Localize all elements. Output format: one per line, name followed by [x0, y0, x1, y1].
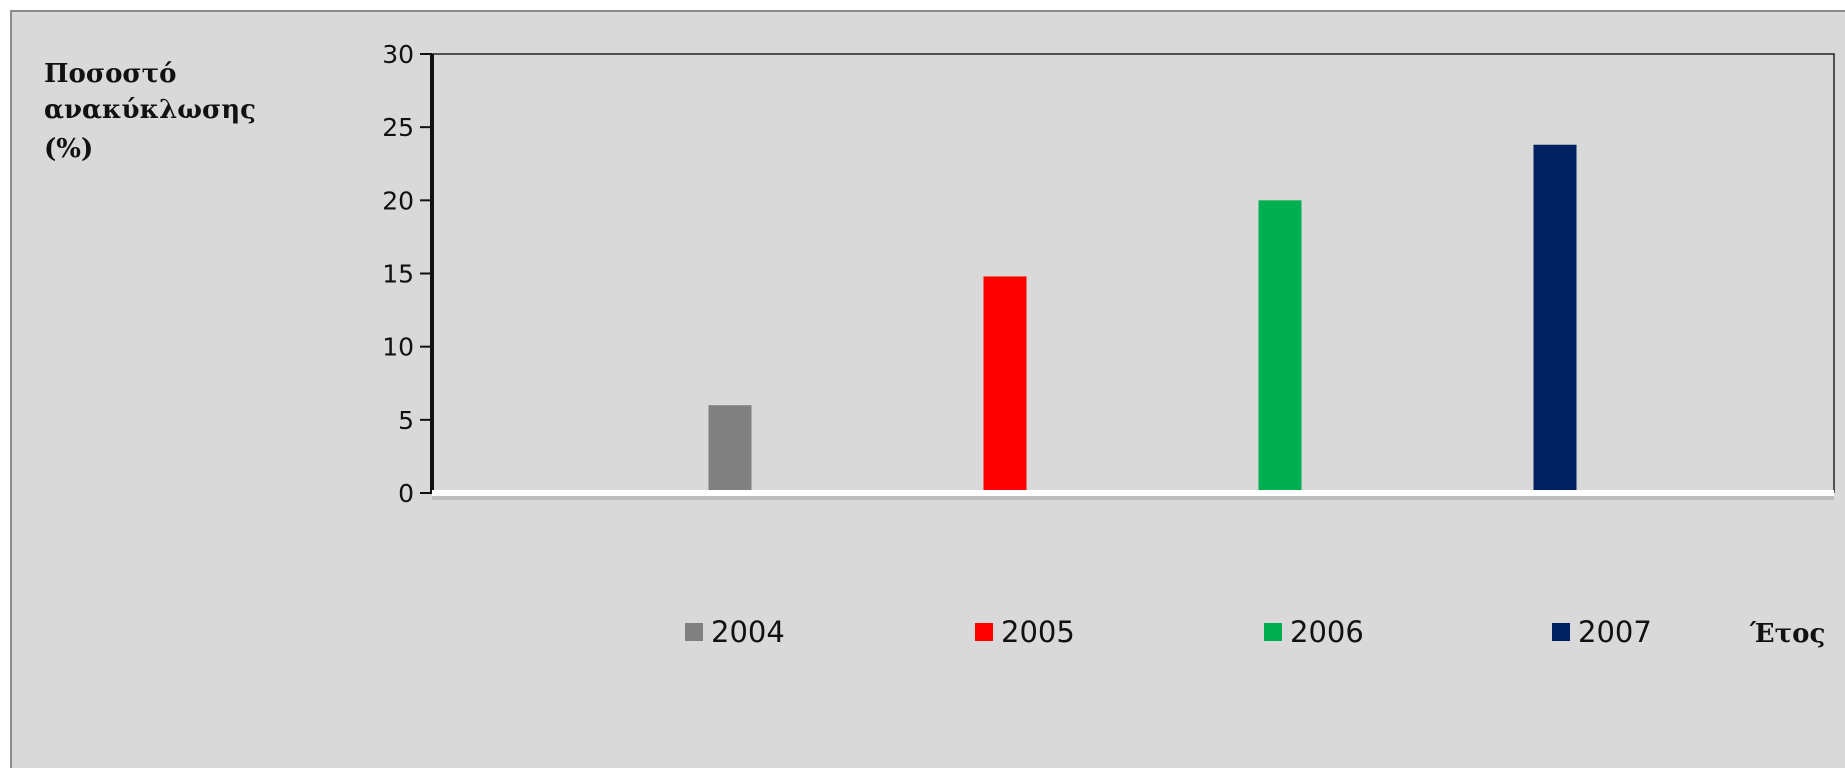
- y-axis-label: Ποσοστό ανακύκλωσης (%): [44, 59, 256, 164]
- y-axis-label-line-2: ανακύκλωσης: [44, 95, 256, 125]
- legend-label-2005: 2005: [1001, 615, 1075, 649]
- legend-swatch-2004: [685, 623, 703, 641]
- bar-2007: [1533, 144, 1577, 493]
- x-axis-shadow: [432, 493, 1834, 500]
- y-tick-label: 15: [382, 260, 414, 289]
- plot-area: [431, 53, 1835, 493]
- bar-chart: Ποσοστό ανακύκλωσης (%) 0 5 10 15 20 25 30 200…: [44, 40, 1835, 649]
- bar-2006: [1258, 200, 1302, 494]
- legend-label-2007: 2007: [1578, 615, 1652, 649]
- y-tick-label: 10: [382, 333, 414, 362]
- x-axis-line: [432, 490, 1834, 496]
- y-tick-label: 30: [382, 40, 414, 69]
- y-tick-label: 5: [398, 406, 414, 435]
- y-axis-label-line-3: (%): [44, 134, 93, 164]
- y-axis-label-line-1: Ποσοστό: [44, 59, 176, 89]
- x-axis-label: Έτος: [1749, 619, 1825, 649]
- legend-label-2006: 2006: [1290, 615, 1364, 649]
- bar-2005: [983, 276, 1027, 493]
- legend-swatch-2006: [1264, 623, 1282, 641]
- y-axis: 0 5 10 15 20 25 30: [382, 40, 432, 508]
- legend: 2004 2005 2006 2007: [685, 615, 1652, 649]
- y-tick-label: 0: [398, 479, 414, 508]
- legend-label-2004: 2004: [711, 615, 785, 649]
- legend-swatch-2005: [975, 623, 993, 641]
- bars: [708, 144, 1577, 494]
- y-tick-label: 25: [382, 113, 414, 142]
- y-tick-label: 20: [382, 186, 414, 215]
- bar-2004: [708, 405, 752, 493]
- legend-swatch-2007: [1552, 623, 1570, 641]
- chart-container: Ποσοστό ανακύκλωσης (%) 0 5 10 15 20 25 30 200…: [10, 10, 1845, 768]
